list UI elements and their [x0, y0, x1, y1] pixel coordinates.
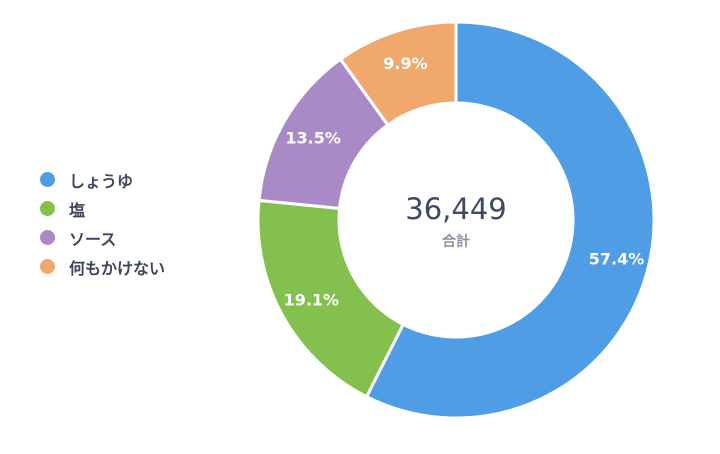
donut-slices: [256, 20, 656, 420]
slice-value-label-4: 9.9%: [383, 54, 427, 73]
slice-value-labels: 57.4% 19.1% 13.5% 9.9%: [284, 54, 645, 309]
legend-label: ソース: [69, 229, 117, 249]
legend-item-2[interactable]: 塩: [40, 194, 165, 223]
legend-label: 塩: [69, 200, 86, 220]
slice-value-label-1: 57.4%: [589, 249, 645, 268]
donut-slice-1: [364, 20, 656, 420]
donut-total-value: 36,449: [405, 192, 506, 226]
legend-item-3[interactable]: ソース: [40, 223, 165, 252]
chart-legend: しょうゆ塩ソース何もかけない: [40, 165, 165, 281]
legend-label: しょうゆ: [69, 171, 134, 191]
slice-value-label-2: 19.1%: [284, 290, 340, 309]
legend-item-4[interactable]: 何もかけない: [40, 252, 165, 281]
legend-item-1[interactable]: しょうゆ: [40, 165, 165, 194]
legend-label: 何もかけない: [69, 258, 166, 278]
donut-slice-4: [338, 20, 458, 128]
slice-value-label-3: 13.5%: [285, 129, 341, 148]
legend-swatch-icon: [40, 172, 55, 187]
legend-swatch-icon: [40, 230, 55, 245]
legend-swatch-icon: [40, 259, 55, 274]
donut-total-label: 合計: [442, 233, 470, 250]
donut-slice-2: [256, 198, 406, 399]
legend-swatch-icon: [40, 201, 55, 216]
